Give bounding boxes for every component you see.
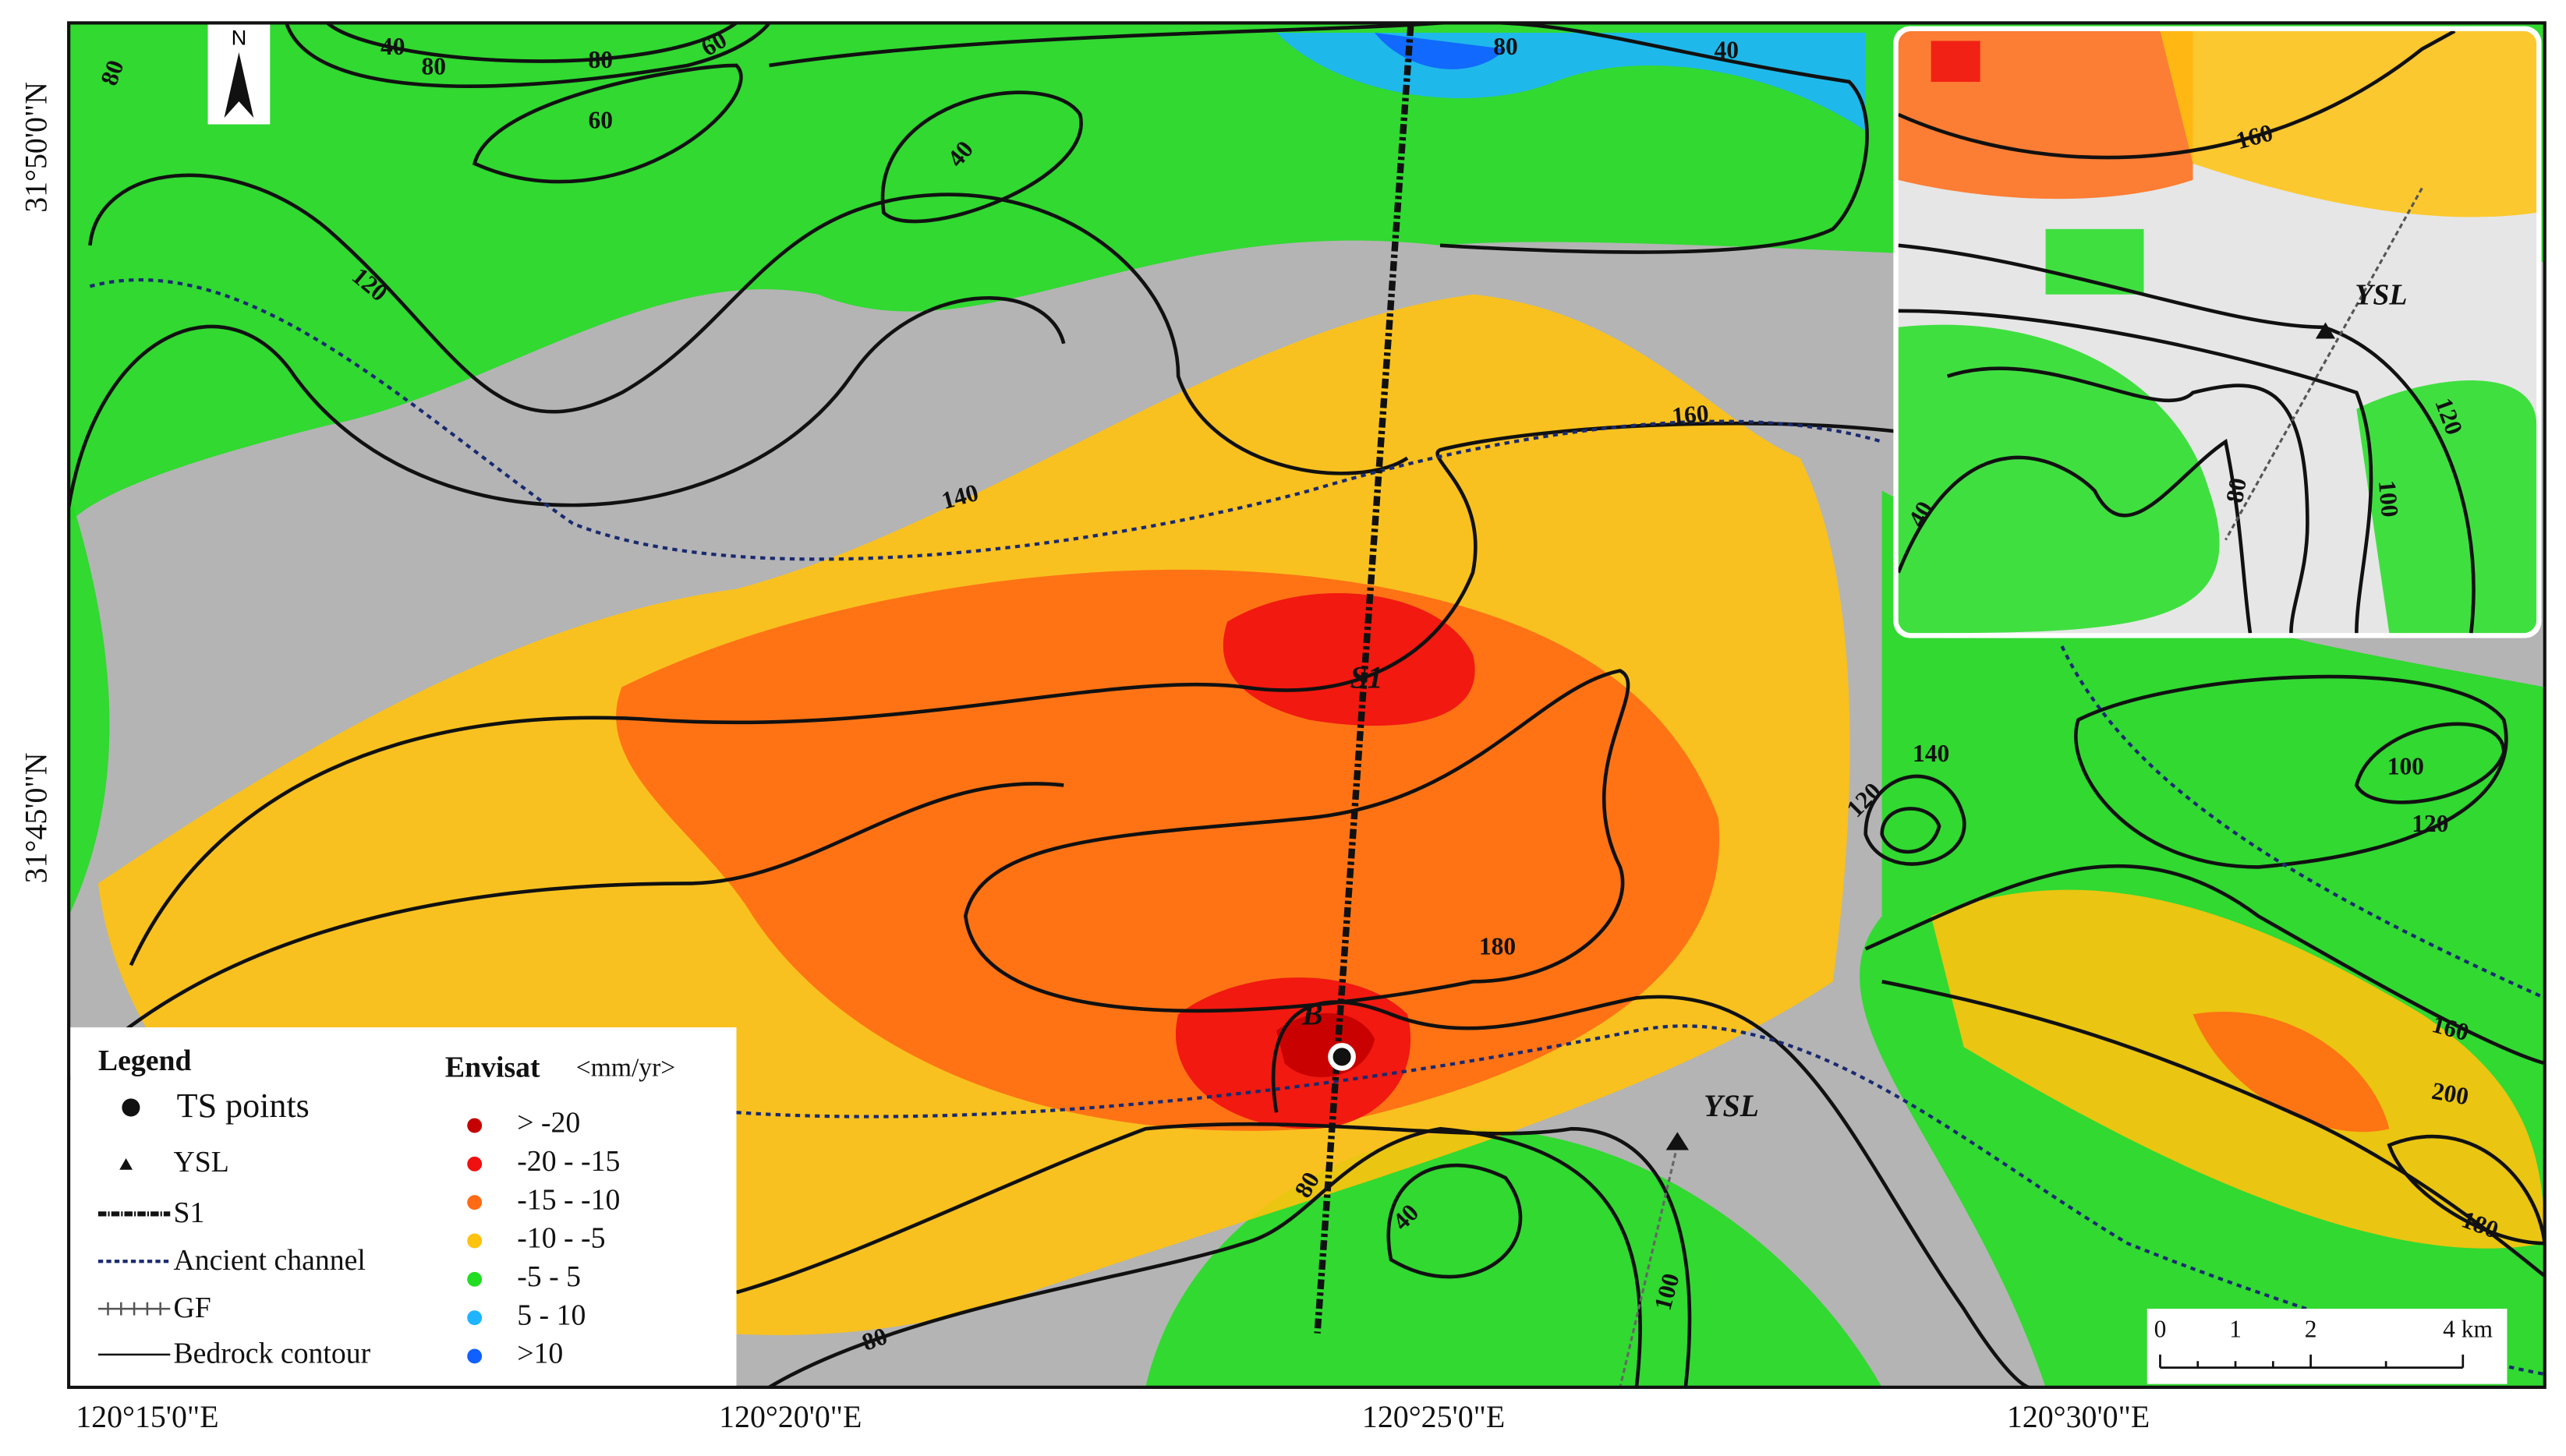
legend-symbol [119,1157,133,1170]
point-label: S1 [1350,659,1382,694]
ancient-channels [89,277,2545,1376]
legend-symbol [122,1098,140,1117]
scale-label: 2 [2305,1316,2317,1343]
latitude-label: 31°45'0"N [19,753,54,884]
envisat-class: -10 - -5 [517,1222,605,1255]
north-label: N [232,26,247,50]
inset-label: 100 [2373,479,2404,518]
legend-item: TS points [177,1087,310,1125]
contour-label: 80 [1493,33,1517,60]
inset-region [2356,380,2537,634]
scale-label: 0 [2154,1316,2167,1343]
envisat-swatch [467,1271,483,1287]
longitude-label: 120°30'0"E [2007,1399,2150,1434]
envisat-legend: > -20 -20 - -15 -15 - -10 -10 - -5 -5 - 5 5 -… [467,1107,620,1370]
contour-label: 80 [589,46,613,73]
legend-item: YSL [173,1146,228,1179]
envisat-swatch [467,1156,483,1172]
map-frame [67,21,2547,1389]
inset-region [1898,324,2220,634]
envisat-swatch [467,1348,483,1364]
contour-label: 200 [2430,1077,2471,1111]
legend-item: Ancient channel [173,1244,365,1277]
legend-box [70,1027,737,1386]
envisat-class: -20 - -15 [517,1145,620,1178]
latitude-label: 31°50'0"N [19,82,54,213]
longitude-label: 120°25'0"E [1362,1399,1505,1434]
legend-title: Legend [98,1044,192,1077]
deformation-region [69,490,110,917]
deformation-region [2193,1012,2390,1133]
inset-region [2045,228,2144,295]
ysl-marker [1665,1132,1690,1150]
inset-label: 80 [2221,476,2252,505]
envisat-class: 5 - 10 [517,1299,586,1331]
legend-symbol [97,1302,171,1316]
contour-label: 80 [421,52,445,80]
envisat-title: Envisat [445,1051,540,1083]
contour-label: 120 [2412,810,2448,837]
ts-point [1328,1043,1356,1071]
scale-box [2147,1309,2508,1384]
longitude-label: 120°20'0"E [719,1399,862,1434]
envisat-swatch [467,1233,483,1249]
envisat-class: >10 [517,1338,563,1370]
scale-label: 1 [2229,1316,2242,1343]
envisat-swatch [467,1310,483,1326]
contour-label: 140 [1913,740,1949,767]
envisat-class: -15 - -10 [517,1183,620,1216]
envisat-swatch [467,1118,483,1133]
legend-item: GF [173,1292,211,1324]
north-arrow [224,52,254,118]
contour-label: 180 [1479,933,1516,960]
deformation-raster [69,23,2545,1387]
legend-item: Bedrock contour [173,1338,370,1370]
contour-label: 160 [1671,399,1710,429]
inset-region [1931,41,1980,82]
inset-region [2160,30,2537,217]
longitude-label: 120°15'0"E [76,1399,218,1434]
inset-label: YSL [2355,279,2407,312]
gf-line [1619,1144,1679,1388]
contour-label: 40 [1715,36,1739,63]
envisat-swatch [467,1195,483,1210]
deformation-region [1223,592,1475,726]
point-label: YSL [1704,1088,1759,1123]
envisat-unit: <mm/yr> [576,1053,675,1082]
envisat-class: > -20 [517,1107,580,1140]
envisat-class: -5 - 5 [517,1260,581,1293]
contour-label: 40 [380,33,405,60]
contour-label: 60 [589,107,613,134]
contour-label: 100 [2387,753,2424,780]
scale-label: 4 km [2443,1316,2493,1343]
point-label: B [1301,997,1323,1032]
contours [69,23,2545,1387]
inset-map [1898,30,2537,634]
legend-item: S1 [173,1196,204,1229]
s1-profile [1314,26,1414,1334]
scale-bar [2159,1354,2465,1369]
